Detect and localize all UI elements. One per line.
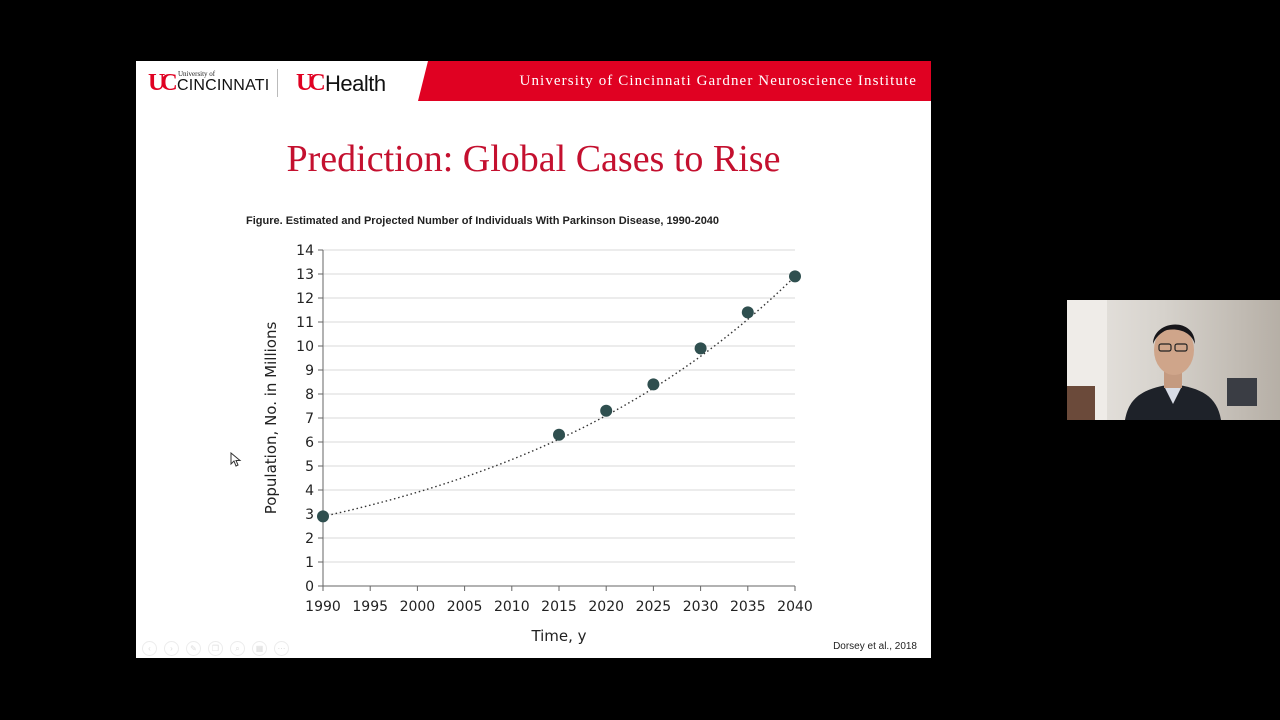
- x-tick-label: 2000: [400, 599, 436, 615]
- x-axis-title: Time, y: [530, 627, 586, 645]
- x-tick-label: 2030: [683, 599, 719, 615]
- header-banner: UC University of CINCINNATI UC Health Un…: [136, 61, 931, 101]
- citation: Dorsey et al., 2018: [833, 641, 917, 652]
- data-point: [694, 342, 707, 355]
- y-tick-label: 8: [305, 387, 314, 403]
- back-icon[interactable]: ‹: [142, 641, 157, 656]
- cincinnati-wordmark: CINCINNATI: [177, 77, 270, 94]
- data-points: [317, 270, 801, 523]
- copy-icon[interactable]: ❐: [208, 641, 223, 656]
- logo-divider: [277, 69, 278, 97]
- x-tick-label: 1990: [305, 599, 341, 615]
- more-icon[interactable]: ⋯: [274, 641, 289, 656]
- y-tick-label: 6: [305, 435, 314, 451]
- y-tick-label: 0: [305, 579, 314, 595]
- x-tick-label: 1995: [352, 599, 388, 615]
- x-tick-label: 2040: [777, 599, 813, 615]
- presenter-video-icon: [1067, 300, 1257, 420]
- x-tick-label: 2025: [636, 599, 672, 615]
- figure-caption: Figure. Estimated and Projected Number o…: [246, 215, 720, 227]
- y-tick-label: 5: [305, 459, 314, 475]
- y-tick-label: 3: [305, 507, 314, 523]
- mouse-cursor-icon: [230, 452, 242, 467]
- y-tick-label: 7: [305, 411, 314, 427]
- pen-icon[interactable]: ✎: [186, 641, 201, 656]
- x-tick-label: 2010: [494, 599, 530, 615]
- data-point: [647, 378, 660, 391]
- y-tick-label: 10: [296, 339, 314, 355]
- institute-banner: University of Cincinnati Gardner Neurosc…: [418, 61, 931, 101]
- y-tick-label: 1: [305, 555, 314, 571]
- y-tick-label: 11: [296, 315, 314, 331]
- presentation-slide: UC University of CINCINNATI UC Health Un…: [136, 61, 931, 658]
- data-point: [741, 306, 754, 319]
- slide-title: Prediction: Global Cases to Rise: [286, 138, 781, 180]
- y-tick-label: 4: [305, 483, 314, 499]
- x-tick-label: 2015: [541, 599, 577, 615]
- data-point: [553, 428, 565, 441]
- webcam-feed: [1067, 300, 1280, 420]
- y-tick-label: 2: [305, 531, 314, 547]
- slide-toolbar: ‹ › ✎ ❐ ⌕ ▦ ⋯: [142, 641, 289, 656]
- zoom-icon[interactable]: ⌕: [230, 641, 245, 656]
- x-tick-label: 2020: [588, 599, 624, 615]
- data-point: [317, 510, 329, 523]
- y-axis-title: Population, No. in Millions: [262, 322, 280, 515]
- institute-name: University of Cincinnati Gardner Neurosc…: [519, 73, 917, 89]
- grid-lines: [323, 249, 795, 563]
- forward-icon[interactable]: ›: [164, 641, 179, 656]
- university-of-label: University of: [178, 70, 216, 78]
- axes: [318, 249, 796, 591]
- y-tick-label: 12: [296, 291, 314, 307]
- y-tick-label: 9: [305, 363, 314, 379]
- data-point: [789, 270, 801, 283]
- trend-line: [322, 275, 796, 518]
- x-tick-label: 2035: [730, 599, 766, 615]
- y-tick-label: 14: [296, 243, 314, 259]
- x-tick-label: 2005: [447, 599, 483, 615]
- data-point: [600, 404, 613, 417]
- health-wordmark: Health: [325, 71, 386, 96]
- grid-icon[interactable]: ▦: [252, 641, 267, 656]
- y-tick-label: 13: [296, 267, 314, 283]
